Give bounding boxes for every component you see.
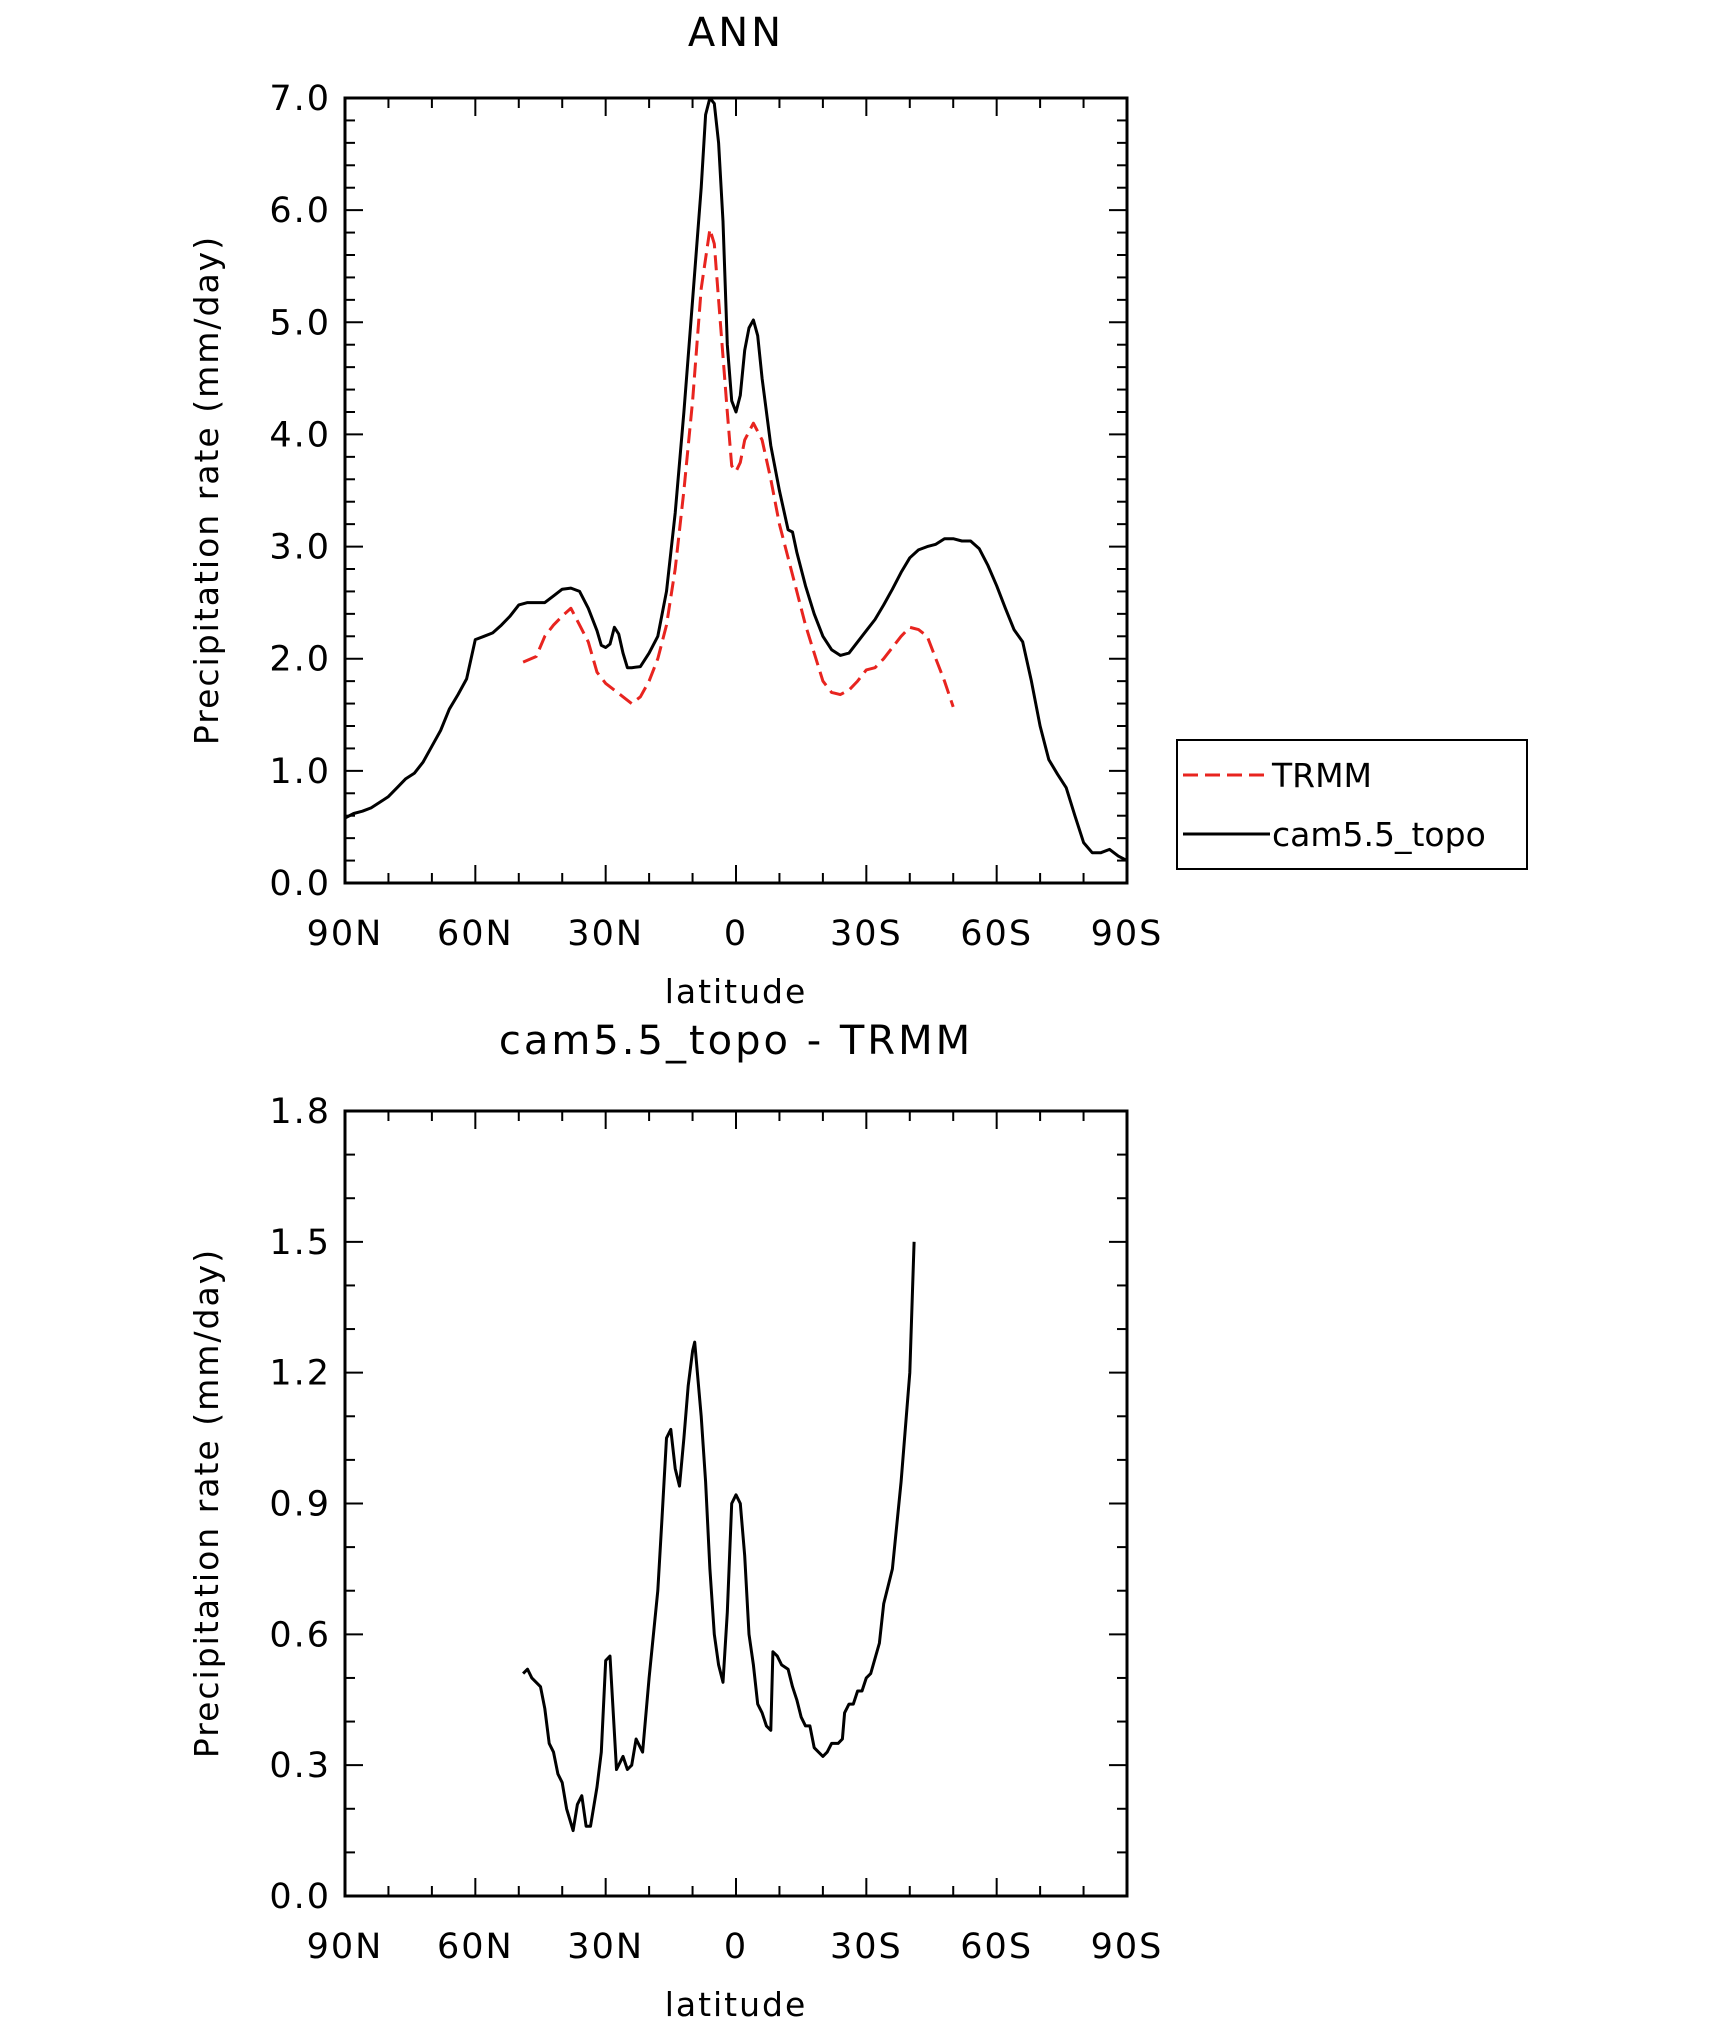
bottom-x-tick-label: 60N: [437, 1927, 514, 1967]
bottom-y-tick-label: 0.9: [269, 1485, 331, 1525]
legend-label-cam: cam5.5_topo: [1272, 815, 1486, 854]
top-series-line-trmm: [523, 229, 953, 707]
bottom-panel: cam5.5_topo - TRMM 0.0 0.3 0.6 0.9 1.2 1.5 1.8…: [187, 1018, 1163, 2021]
top-x-tick-label: 90S: [1091, 914, 1164, 954]
top-x-tick-label: 0: [724, 914, 748, 954]
bottom-series-lines: [523, 1242, 914, 1831]
bottom-y-tick-label: 0.0: [269, 1877, 331, 1917]
bottom-x-tick-label: 30S: [830, 1927, 903, 1967]
top-series-line-cam5-5-topo: [345, 98, 1127, 861]
top-x-tick-labels: 90N 60N 30N 0 30S 60S 90S: [307, 914, 1164, 954]
top-y-tick-label: 7.0: [269, 79, 331, 119]
bottom-y-axis-label: Precipitation rate (mm/day): [187, 1248, 226, 1758]
top-y-tick-label: 4.0: [269, 415, 331, 455]
bottom-x-tick-label: 30N: [567, 1927, 644, 1967]
top-axis-ticks: [345, 98, 1127, 883]
top-y-tick-label: 2.0: [269, 640, 331, 680]
top-y-axis-label: Precipitation rate (mm/day): [187, 235, 226, 745]
top-panel: ANN 0.0 1.0 2.0 3.0 4.0 5.0 6.0 7.0 90N 60N 30N 0 3…: [187, 10, 1527, 1011]
bottom-y-tick-label: 1.2: [269, 1354, 331, 1394]
top-y-tick-label: 6.0: [269, 191, 331, 231]
bottom-x-tick-label: 90S: [1091, 1927, 1164, 1967]
bottom-x-tick-label: 90N: [307, 1927, 384, 1967]
top-plot-frame: [345, 98, 1127, 883]
legend-label-trmm: TRMM: [1271, 756, 1372, 795]
bottom-plot-frame: [345, 1111, 1127, 1896]
legend: TRMM cam5.5_topo: [1177, 740, 1527, 869]
top-x-tick-label: 60N: [437, 914, 514, 954]
top-x-axis-label: latitude: [665, 972, 808, 1011]
top-x-tick-label: 90N: [307, 914, 384, 954]
top-series-lines: [345, 98, 1127, 861]
top-y-tick-label: 1.0: [269, 752, 331, 792]
bottom-series-line-difference: [523, 1242, 914, 1831]
top-y-tick-label: 5.0: [269, 303, 331, 343]
bottom-y-tick-labels: 0.0 0.3 0.6 0.9 1.2 1.5 1.8: [269, 1092, 331, 1917]
top-x-tick-label: 30N: [567, 914, 644, 954]
bottom-y-tick-label: 1.5: [269, 1223, 331, 1263]
top-chart-title: ANN: [688, 10, 784, 56]
bottom-axis-ticks: [345, 1111, 1127, 1896]
bottom-y-tick-label: 1.8: [269, 1092, 331, 1132]
bottom-chart-title: cam5.5_topo - TRMM: [499, 1018, 973, 1064]
top-y-tick-label: 0.0: [269, 864, 331, 904]
top-x-tick-label: 30S: [830, 914, 903, 954]
bottom-x-tick-label: 0: [724, 1927, 748, 1967]
bottom-x-tick-labels: 90N 60N 30N 0 30S 60S 90S: [307, 1927, 1164, 1967]
top-y-tick-labels: 0.0 1.0 2.0 3.0 4.0 5.0 6.0 7.0: [269, 79, 331, 904]
bottom-y-tick-label: 0.6: [269, 1615, 331, 1655]
bottom-x-axis-label: latitude: [665, 1985, 808, 2021]
top-x-tick-label: 60S: [960, 914, 1033, 954]
bottom-x-tick-label: 60S: [960, 1927, 1033, 1967]
top-y-tick-label: 3.0: [269, 528, 331, 568]
bottom-y-tick-label: 0.3: [269, 1746, 331, 1786]
